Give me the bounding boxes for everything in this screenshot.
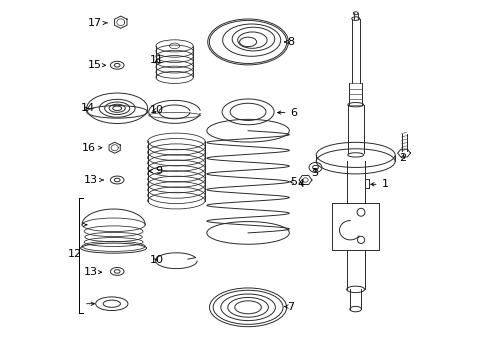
Text: 10: 10 bbox=[149, 255, 163, 265]
Text: 5: 5 bbox=[290, 177, 297, 187]
Text: 8: 8 bbox=[284, 37, 294, 47]
Text: 13: 13 bbox=[84, 175, 103, 185]
Text: 1: 1 bbox=[370, 179, 388, 189]
Text: 4: 4 bbox=[297, 179, 304, 189]
Text: 12: 12 bbox=[67, 248, 81, 258]
Text: 17: 17 bbox=[87, 18, 107, 28]
Text: 13: 13 bbox=[84, 267, 102, 277]
Text: 2: 2 bbox=[399, 153, 406, 163]
Text: 10: 10 bbox=[149, 105, 163, 115]
Text: 6: 6 bbox=[277, 108, 297, 118]
Text: 16: 16 bbox=[81, 143, 102, 153]
Text: 7: 7 bbox=[284, 302, 294, 312]
Text: 3: 3 bbox=[310, 168, 317, 178]
Text: 11: 11 bbox=[149, 55, 163, 65]
Text: 15: 15 bbox=[87, 60, 105, 70]
Text: 14: 14 bbox=[80, 103, 94, 113]
Text: 9: 9 bbox=[149, 166, 162, 176]
